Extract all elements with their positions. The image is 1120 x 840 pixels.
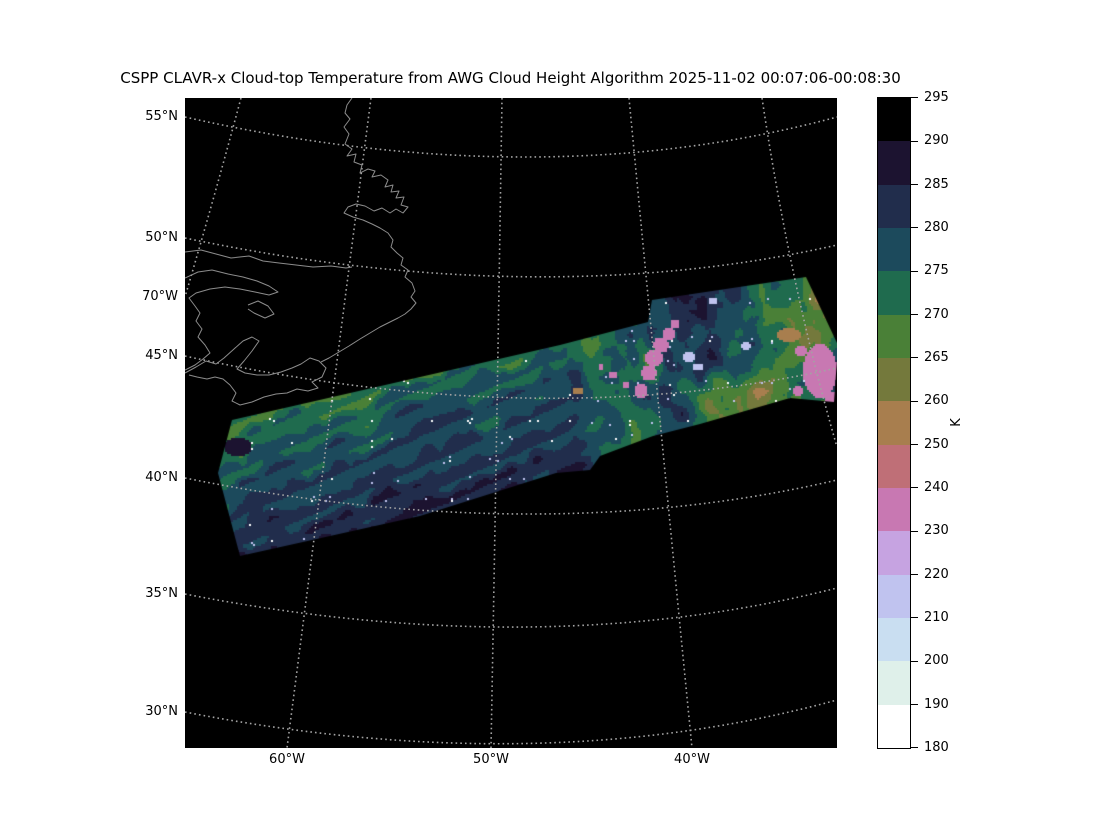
colorbar-band	[878, 184, 910, 228]
lat-label: 35°N	[145, 586, 178, 601]
colorbar-tick-label: 280	[924, 220, 949, 235]
lon-label: 60°W	[269, 752, 305, 767]
colorbar-tick	[910, 530, 918, 532]
colorbar-band	[878, 704, 910, 748]
map-plot	[185, 98, 837, 748]
colorbar-tick	[910, 400, 918, 402]
colorbar-tick-label: 295	[924, 90, 949, 105]
graticule-meridian	[628, 98, 693, 748]
colorbar-tick-label: 270	[924, 306, 949, 322]
colorbar-band	[878, 314, 910, 358]
colorbar-band	[878, 271, 910, 315]
colorbar-band	[878, 661, 910, 705]
lat-label: 30°N	[145, 704, 178, 719]
coastline-pei	[247, 300, 275, 319]
colorbar-tick-label: 180	[924, 740, 949, 755]
graticule-meridian	[761, 98, 837, 448]
graticule-coastline-overlay	[185, 98, 837, 748]
colorbar-tick-label: 260	[924, 393, 949, 409]
colorbar-band	[878, 574, 910, 618]
lat-label: 55°N	[145, 109, 178, 124]
colorbar-tick	[910, 573, 918, 575]
colorbar-tick	[910, 313, 918, 315]
satellite-swath-image	[185, 98, 837, 748]
colorbar-tick-label: 240	[924, 480, 949, 495]
colorbar-band	[878, 141, 910, 185]
graticule-parallel	[185, 116, 837, 158]
colorbar-band	[878, 617, 910, 662]
lon-label: 40°W	[674, 752, 710, 767]
colorbar-tick	[910, 660, 918, 662]
colorbar-tick	[910, 270, 918, 272]
colorbar-tick	[910, 747, 918, 749]
colorbar-tick-label: 220	[924, 566, 949, 582]
lat-label: 50°N	[145, 230, 178, 245]
colorbar-unit-label: K	[948, 418, 964, 427]
colorbar-tick-label: 210	[924, 610, 949, 625]
graticule-meridian	[490, 98, 503, 748]
lon-label: 50°W	[473, 752, 509, 767]
colorbar-band	[878, 227, 910, 272]
graticule-meridian	[286, 98, 372, 748]
colorbar-band	[878, 401, 910, 445]
graticule-parallel	[185, 699, 837, 745]
graticule-parallel	[185, 477, 837, 515]
colorbar-tick-label: 275	[924, 263, 949, 279]
colorbar-band	[878, 357, 910, 402]
colorbar-tick-label: 290	[924, 133, 949, 149]
coastline-quebec-shore	[185, 249, 353, 269]
colorbar-tick-label: 265	[924, 350, 949, 365]
colorbar-tick	[910, 357, 918, 359]
colorbar-tick	[910, 183, 918, 185]
colorbar-band	[878, 487, 910, 532]
colorbar-tick	[910, 227, 918, 229]
graticule-parallel	[185, 587, 837, 628]
colorbar-band	[878, 444, 910, 488]
graticule-parallel	[185, 237, 837, 278]
lat-label: 45°N	[145, 348, 178, 363]
colorbar-tick	[910, 703, 918, 705]
colorbar	[877, 97, 911, 749]
colorbar-tick	[910, 97, 918, 99]
colorbar-band	[878, 531, 910, 575]
lat-label: 40°N	[145, 470, 178, 485]
graticule-meridian	[185, 98, 242, 298]
colorbar-tick-label: 190	[924, 696, 949, 712]
colorbar-tick	[910, 487, 918, 489]
colorbar-tick-label: 250	[924, 436, 949, 452]
colorbar-band	[878, 98, 910, 142]
lon-label-left: 70°W	[142, 289, 178, 304]
coastline-gaspe-newbrunswick	[185, 269, 279, 371]
coastline-novascotia	[185, 336, 327, 406]
colorbar-tick	[910, 140, 918, 142]
page-title: CSPP CLAVR-x Cloud-top Temperature from …	[120, 69, 901, 87]
colorbar-tick-label: 230	[924, 523, 949, 539]
colorbar-tick	[910, 617, 918, 619]
graticule-parallel	[185, 355, 837, 400]
colorbar-tick-label: 285	[924, 176, 949, 192]
coastline-newfoundland	[320, 98, 417, 363]
colorbar-tick	[910, 443, 918, 445]
colorbar-tick-label: 200	[924, 653, 949, 669]
